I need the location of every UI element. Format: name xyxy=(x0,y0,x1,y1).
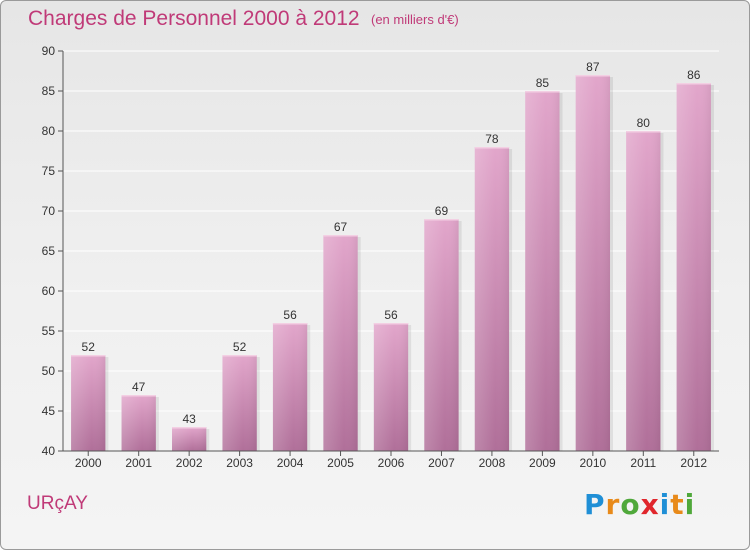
logo-letter: t xyxy=(670,488,685,521)
bar-top-edge xyxy=(525,91,560,93)
x-tick-label: 2007 xyxy=(428,456,455,470)
data-label: 52 xyxy=(233,340,247,354)
bar-highlight xyxy=(626,131,661,451)
bar-highlight xyxy=(222,355,257,451)
x-tick-label: 2005 xyxy=(327,456,354,470)
logo-letter: o xyxy=(620,488,641,521)
y-tick-label: 65 xyxy=(42,244,56,258)
bar-top-edge xyxy=(121,395,156,397)
logo-letter: r xyxy=(605,488,621,521)
x-tick-label: 2006 xyxy=(378,456,405,470)
bar-highlight xyxy=(575,75,611,451)
data-label: 56 xyxy=(384,308,398,322)
bar-highlight xyxy=(121,395,156,451)
logo-letter: i xyxy=(684,488,696,521)
bar-highlight xyxy=(323,235,358,451)
data-label: 67 xyxy=(334,220,348,234)
x-tick-label: 2009 xyxy=(529,456,556,470)
bar-top-edge xyxy=(424,219,459,221)
bar-highlight xyxy=(676,83,711,451)
proxiti-logo[interactable]: Proxiti xyxy=(584,488,695,521)
bar-highlight xyxy=(424,219,459,451)
data-label: 86 xyxy=(687,68,701,82)
data-label: 43 xyxy=(182,412,196,426)
x-tick-label: 2011 xyxy=(630,456,656,470)
x-tick-label: 2001 xyxy=(125,456,152,470)
chart-title: Charges de Personnel 2000 à 2012 xyxy=(28,7,360,30)
x-tick-label: 2010 xyxy=(579,456,606,470)
place-name: URçAY xyxy=(27,493,88,514)
x-tick-label: 2012 xyxy=(680,456,707,470)
bar-top-edge xyxy=(71,355,106,357)
labels: 40 45 50 55 60 65 70 75 80 85 90 52 2000 47 2001 43 2002… xyxy=(42,44,708,470)
logo-letter: P xyxy=(584,488,606,521)
y-tick-label: 90 xyxy=(42,44,56,58)
bar-highlight xyxy=(272,323,308,451)
bar-highlight xyxy=(71,355,106,451)
bar-top-edge xyxy=(474,147,510,149)
data-label: 69 xyxy=(435,204,449,218)
bar-highlight xyxy=(171,427,207,451)
bar-top-edge xyxy=(575,75,611,77)
bar-top-edge xyxy=(272,323,308,325)
y-tick-label: 50 xyxy=(42,364,56,378)
bar-top-edge xyxy=(171,427,207,429)
data-label: 80 xyxy=(637,116,651,130)
x-tick-label: 2004 xyxy=(277,456,304,470)
data-label: 78 xyxy=(485,132,499,146)
logo-letter: x xyxy=(640,488,660,521)
x-tick-label: 2002 xyxy=(176,456,203,470)
y-tick-label: 85 xyxy=(42,84,56,98)
y-tick-label: 70 xyxy=(42,204,56,218)
y-tick-label: 55 xyxy=(42,324,56,338)
bar-top-edge xyxy=(676,83,711,85)
axes xyxy=(58,50,719,456)
bar-highlight xyxy=(525,91,560,451)
bar-top-edge xyxy=(323,235,358,237)
y-tick-label: 80 xyxy=(42,124,56,138)
bar-highlight xyxy=(373,323,409,451)
data-label: 47 xyxy=(132,380,146,394)
x-tick-label: 2003 xyxy=(226,456,253,470)
bar-highlight xyxy=(474,147,510,451)
bars xyxy=(71,75,714,451)
bar-top-edge xyxy=(373,323,409,325)
x-tick-label: 2008 xyxy=(479,456,506,470)
bar-top-edge xyxy=(626,131,661,133)
data-label: 52 xyxy=(82,340,96,354)
chart-subtitle: (en milliers d'€) xyxy=(371,12,459,27)
data-label: 87 xyxy=(586,60,600,74)
y-tick-label: 75 xyxy=(42,164,56,178)
y-tick-label: 40 xyxy=(42,444,56,458)
y-tick-label: 60 xyxy=(42,284,56,298)
logo-letter: i xyxy=(659,488,671,521)
bar-top-edge xyxy=(222,355,257,357)
data-label: 85 xyxy=(536,76,550,90)
x-tick-label: 2000 xyxy=(75,456,102,470)
y-tick-label: 45 xyxy=(42,404,56,418)
data-label: 56 xyxy=(283,308,297,322)
